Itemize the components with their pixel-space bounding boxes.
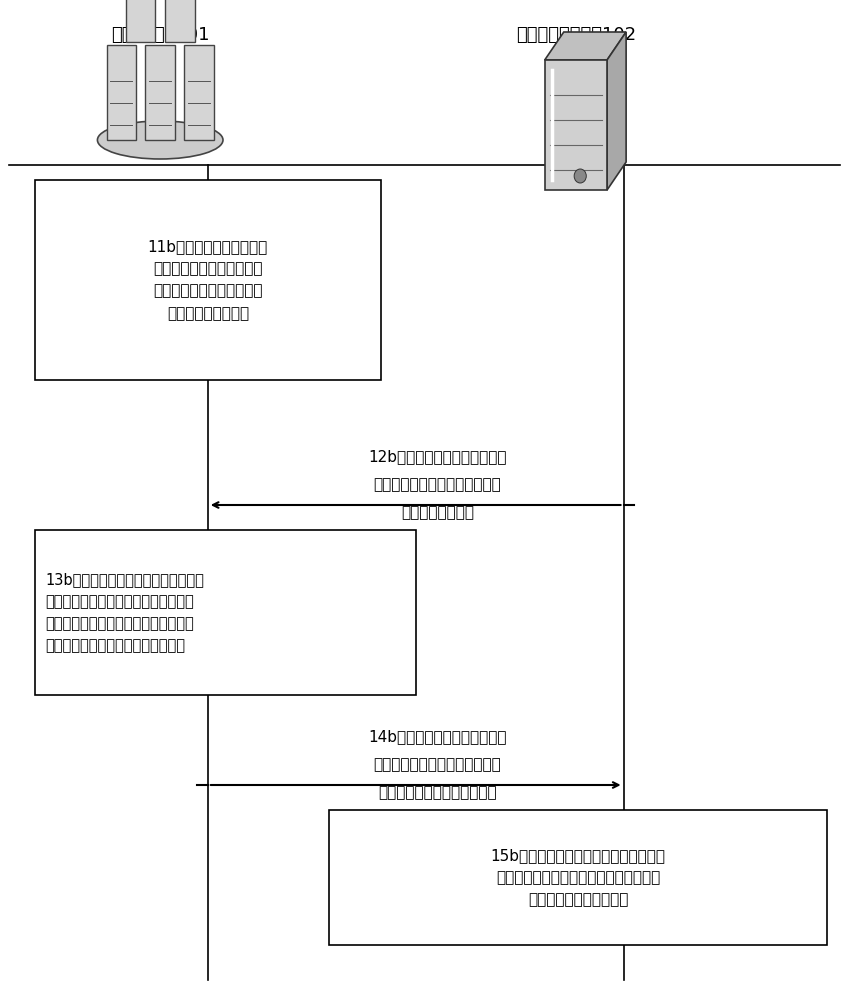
Text: 流控中心节点101: 流控中心节点101 <box>111 26 210 44</box>
Text: 11b、获取目标应用对象对
应的全局流量配额，并确定
为该目标应用对象提供服务
的至少一个服务节点: 11b、获取目标应用对象对 应的全局流量配额，并确定 为该目标应用对象提供服务 … <box>148 239 268 321</box>
Text: 未处理的流量信息: 未处理的流量信息 <box>401 506 474 520</box>
Polygon shape <box>607 32 626 190</box>
Text: 12b、至少一个服务节点在每个: 12b、至少一个服务节点在每个 <box>368 450 507 464</box>
Polygon shape <box>545 32 626 60</box>
Ellipse shape <box>98 121 223 159</box>
Bar <box>165 0 195 42</box>
Bar <box>545 60 607 190</box>
FancyBboxPatch shape <box>35 180 381 380</box>
Circle shape <box>574 169 586 183</box>
Text: 13b、根据至少一个服务节点在上一汇
报周期内尚未处理的流量信息之间的比
例关系和全局流量配额，计算至少一个
服务节点在下一汇报周期的流量配额: 13b、根据至少一个服务节点在上一汇 报周期内尚未处理的流量信息之间的比 例关系… <box>45 572 204 653</box>
FancyBboxPatch shape <box>329 810 827 945</box>
Text: 汇报周期向流控中心节点上报尚: 汇报周期向流控中心节点上报尚 <box>373 478 501 492</box>
FancyBboxPatch shape <box>35 530 416 695</box>
Text: 15b、至少一个服务节点根据在下一汇报
周期内的流量配额对下一汇报周期内尚未
处理的流量信息进行处理: 15b、至少一个服务节点根据在下一汇报 周期内的流量配额对下一汇报周期内尚未 处… <box>490 848 666 907</box>
Bar <box>126 0 155 42</box>
Text: 14b、流控中心节点将至少一个: 14b、流控中心节点将至少一个 <box>368 730 507 744</box>
Bar <box>107 45 136 140</box>
Text: 配额下发给至少一个服务节点: 配额下发给至少一个服务节点 <box>378 786 496 800</box>
Bar <box>145 45 175 140</box>
Text: 至少一个服务节点102: 至少一个服务节点102 <box>516 26 636 44</box>
Text: 服务节点在下一汇报周期的流量: 服务节点在下一汇报周期的流量 <box>373 758 501 772</box>
Bar <box>184 45 214 140</box>
